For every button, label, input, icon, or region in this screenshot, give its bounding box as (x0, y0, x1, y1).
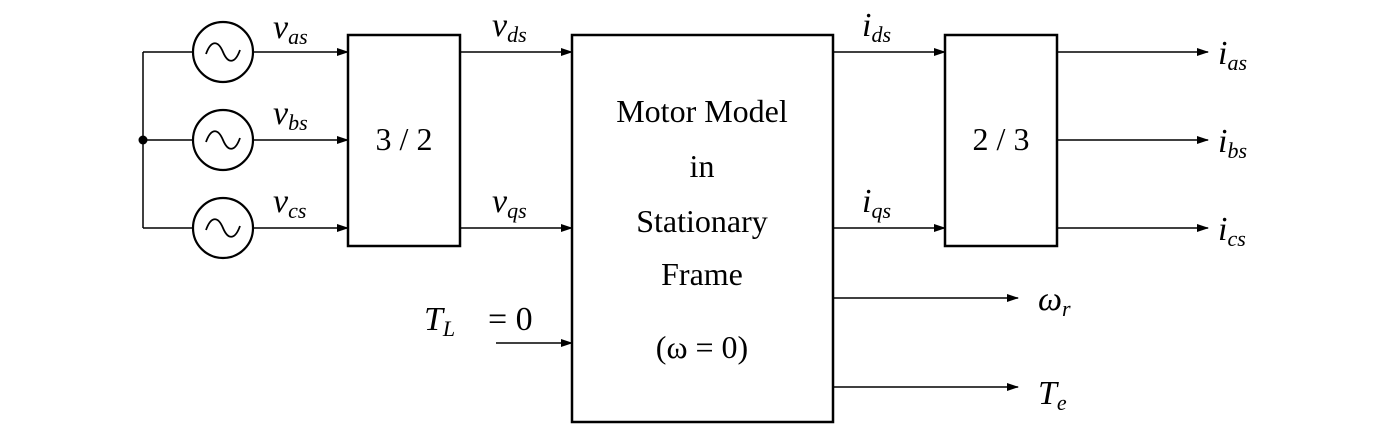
ac-source-b (191, 108, 255, 172)
motor-model-line4: Frame (661, 256, 743, 292)
motor-model-line3: Stationary (636, 203, 768, 239)
sine-wave-icon (205, 42, 241, 62)
label-ias: ias (1218, 35, 1247, 75)
label-vbs: vbs (273, 95, 308, 135)
label-ids: ids (862, 7, 891, 47)
motor-model-block: Motor Model in Stationary Frame (ω = 0) (570, 33, 835, 424)
motor-model-line2: in (690, 148, 715, 184)
junction-dot (138, 135, 148, 145)
label-iqs: iqs (862, 183, 891, 223)
transform-3-2-label: 3 / 2 (376, 121, 433, 157)
transform-2-3-block: 2 / 3 (943, 33, 1059, 248)
ac-source-a (191, 20, 255, 84)
label-tl-value: = 0 (488, 301, 533, 338)
label-vcs: vcs (273, 183, 306, 223)
label-vas: vas (273, 9, 308, 49)
sine-wave-icon (205, 218, 241, 238)
transform-2-3-label: 2 / 3 (973, 121, 1030, 157)
common-neutral-bus (138, 51, 192, 229)
label-te: Te (1038, 375, 1067, 415)
ac-source-c (191, 196, 255, 260)
label-wr: ωr (1038, 281, 1071, 321)
label-ics: ics (1218, 211, 1246, 251)
sine-wave-icon (205, 130, 241, 150)
label-vds: vds (492, 7, 527, 47)
transform-3-2-block: 3 / 2 (346, 33, 462, 248)
label-vqs: vqs (492, 183, 527, 223)
label-tl: TL (424, 301, 455, 341)
label-ibs: ibs (1218, 123, 1247, 163)
motor-model-line1: Motor Model (616, 93, 788, 129)
motor-model-line5: (ω = 0) (656, 329, 748, 365)
